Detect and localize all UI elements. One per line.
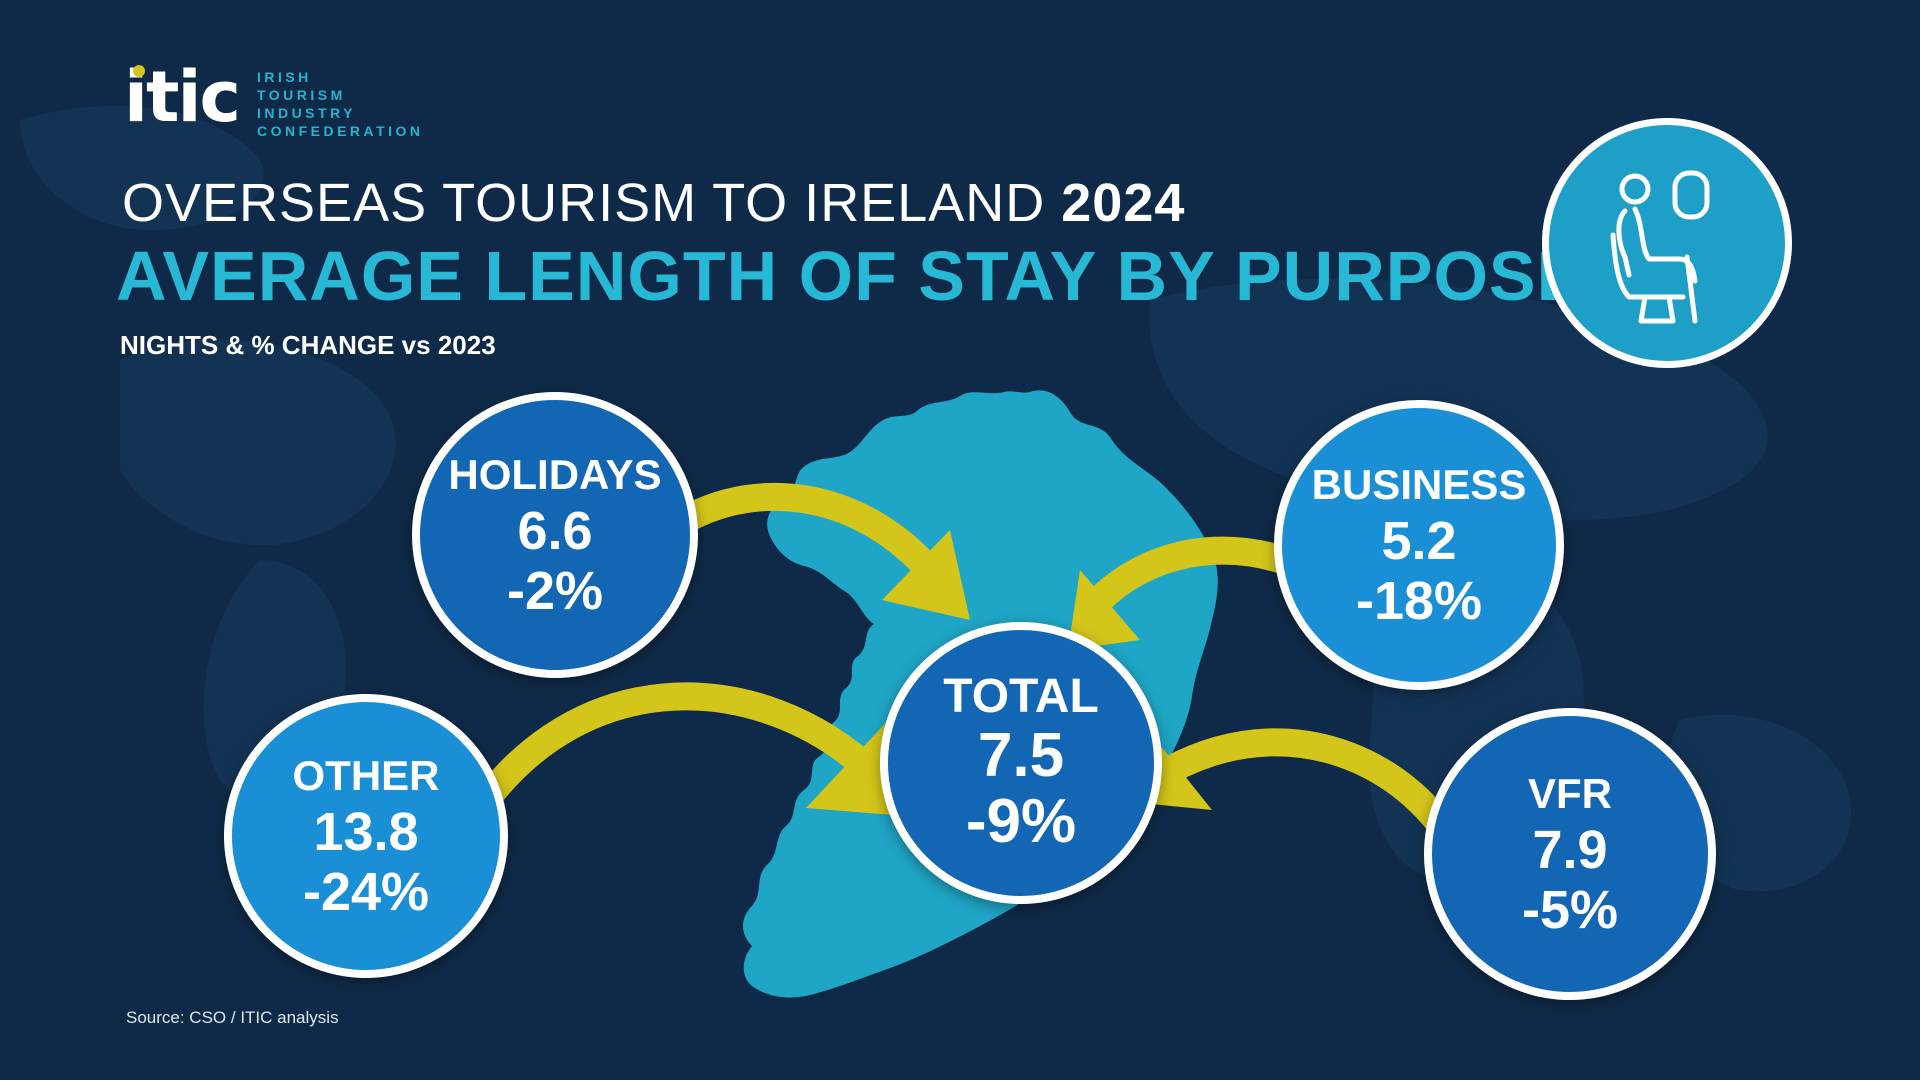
total-nights: 7.5 [977, 721, 1065, 790]
other-nights: 13.8 [313, 802, 419, 862]
business-nights: 5.2 [1381, 511, 1457, 571]
holidays-label: HOLIDAYS [448, 451, 662, 498]
holidays-nights: 6.6 [517, 501, 593, 561]
business-change: -18% [1355, 571, 1483, 631]
subtitle: NIGHTS & % CHANGE vs 2023 [120, 330, 496, 360]
passenger-seat-badge [1542, 118, 1792, 368]
title-year: 2024 [1061, 173, 1186, 233]
total-change: -9% [965, 787, 1077, 856]
logo-text: IRISH TOURISM INDUSTRY CONFEDERATION [257, 68, 424, 140]
page-title: OVERSEAS TOURISM TO IRELAND 2024 [122, 172, 1185, 234]
total-label: TOTAL [943, 670, 1099, 723]
logo-line-3: INDUSTRY [256, 105, 356, 121]
bubble-business: BUSINESS 5.2 -18% [1274, 400, 1564, 690]
holidays-change: -2% [506, 561, 604, 621]
page-heading: AVERAGE LENGTH OF STAY BY PURPOSE [116, 237, 1585, 315]
bubble-total: TOTAL 7.5 -9% [880, 622, 1162, 904]
logo-line-4: CONFEDERATION [256, 123, 424, 139]
vfr-change: -5% [1521, 880, 1619, 940]
bubble-holidays: HOLIDAYS 6.6 -2% [412, 392, 698, 678]
arrowhead-holidays [882, 530, 970, 620]
logo-mark: itic [124, 62, 241, 132]
vfr-label: VFR [1528, 770, 1612, 817]
title-text: OVERSEAS TOURISM TO IRELAND [122, 173, 1046, 233]
bubble-vfr: VFR 7.9 -5% [1424, 708, 1716, 1000]
other-change: -24% [302, 862, 430, 922]
vfr-nights: 7.9 [1532, 820, 1608, 880]
logo-line-1: IRISH [256, 69, 312, 85]
logo-dot [133, 65, 145, 77]
source-note: Source: CSO / ITIC analysis [126, 1008, 339, 1027]
arrow-other [446, 682, 894, 854]
other-label: OTHER [292, 752, 440, 799]
logo-line-2: TOURISM [256, 87, 346, 103]
business-label: BUSINESS [1311, 461, 1527, 508]
arrowhead-business [1068, 570, 1140, 650]
bubble-other: OTHER 13.8 -24% [224, 694, 508, 978]
passenger-seat-icon [1610, 170, 1710, 324]
itic-logo: itic IRISH TOURISM INDUSTRY CONFEDERATIO… [124, 62, 424, 140]
